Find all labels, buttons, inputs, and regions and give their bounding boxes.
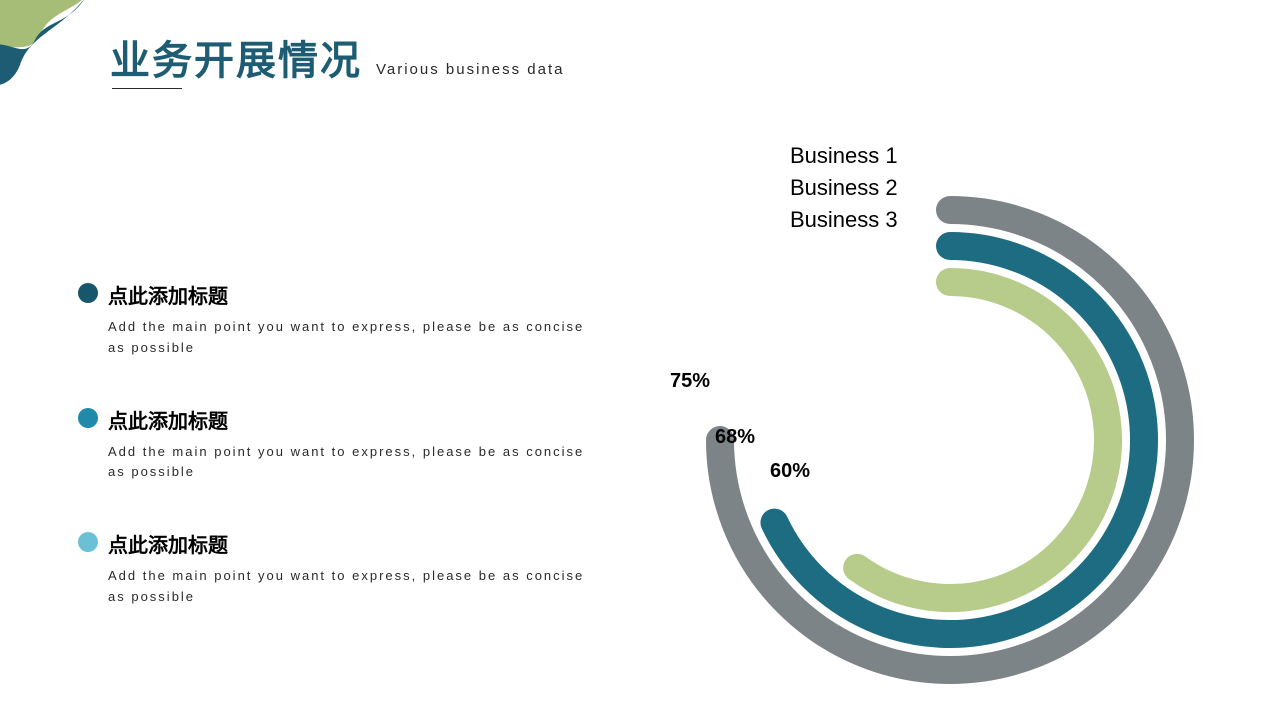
bullet-desc: Add the main point you want to express, … bbox=[108, 442, 598, 484]
title-underline bbox=[112, 88, 182, 89]
arc-business-3 bbox=[857, 282, 1108, 598]
arc-business-2 bbox=[774, 246, 1144, 634]
slide-header: 业务开展情况 Various business data bbox=[110, 28, 564, 86]
pct-label: 60% bbox=[770, 460, 810, 483]
radial-svg bbox=[660, 140, 1210, 700]
legend-item: Business 2 bbox=[790, 172, 898, 204]
radial-chart: Business 1Business 2Business 3 75% 68% 60% bbox=[660, 140, 1210, 690]
bullet-list: 点此添加标题 Add the main point you want to exp… bbox=[78, 280, 598, 654]
legend-item: Business 3 bbox=[790, 204, 898, 236]
pct-label: 68% bbox=[715, 426, 755, 449]
bullet-title: 点此添加标题 bbox=[108, 529, 598, 558]
bullet-desc: Add the main point you want to express, … bbox=[108, 317, 598, 359]
chart-legend: Business 1Business 2Business 3 bbox=[790, 140, 898, 236]
bullet-item: 点此添加标题 Add the main point you want to exp… bbox=[78, 280, 598, 359]
bullet-desc: Add the main point you want to express, … bbox=[108, 566, 598, 608]
bullet-title: 点此添加标题 bbox=[108, 405, 598, 434]
bullet-dot-icon bbox=[78, 532, 98, 552]
bullet-dot-icon bbox=[78, 283, 98, 303]
bullet-item: 点此添加标题 Add the main point you want to exp… bbox=[78, 405, 598, 484]
bullet-dot-icon bbox=[78, 408, 98, 428]
bullet-item: 点此添加标题 Add the main point you want to exp… bbox=[78, 529, 598, 608]
pct-label: 75% bbox=[670, 370, 710, 393]
bullet-title: 点此添加标题 bbox=[108, 280, 598, 309]
title-sub: Various business data bbox=[376, 61, 564, 78]
title-main: 业务开展情况 bbox=[110, 28, 362, 86]
legend-item: Business 1 bbox=[790, 140, 898, 172]
